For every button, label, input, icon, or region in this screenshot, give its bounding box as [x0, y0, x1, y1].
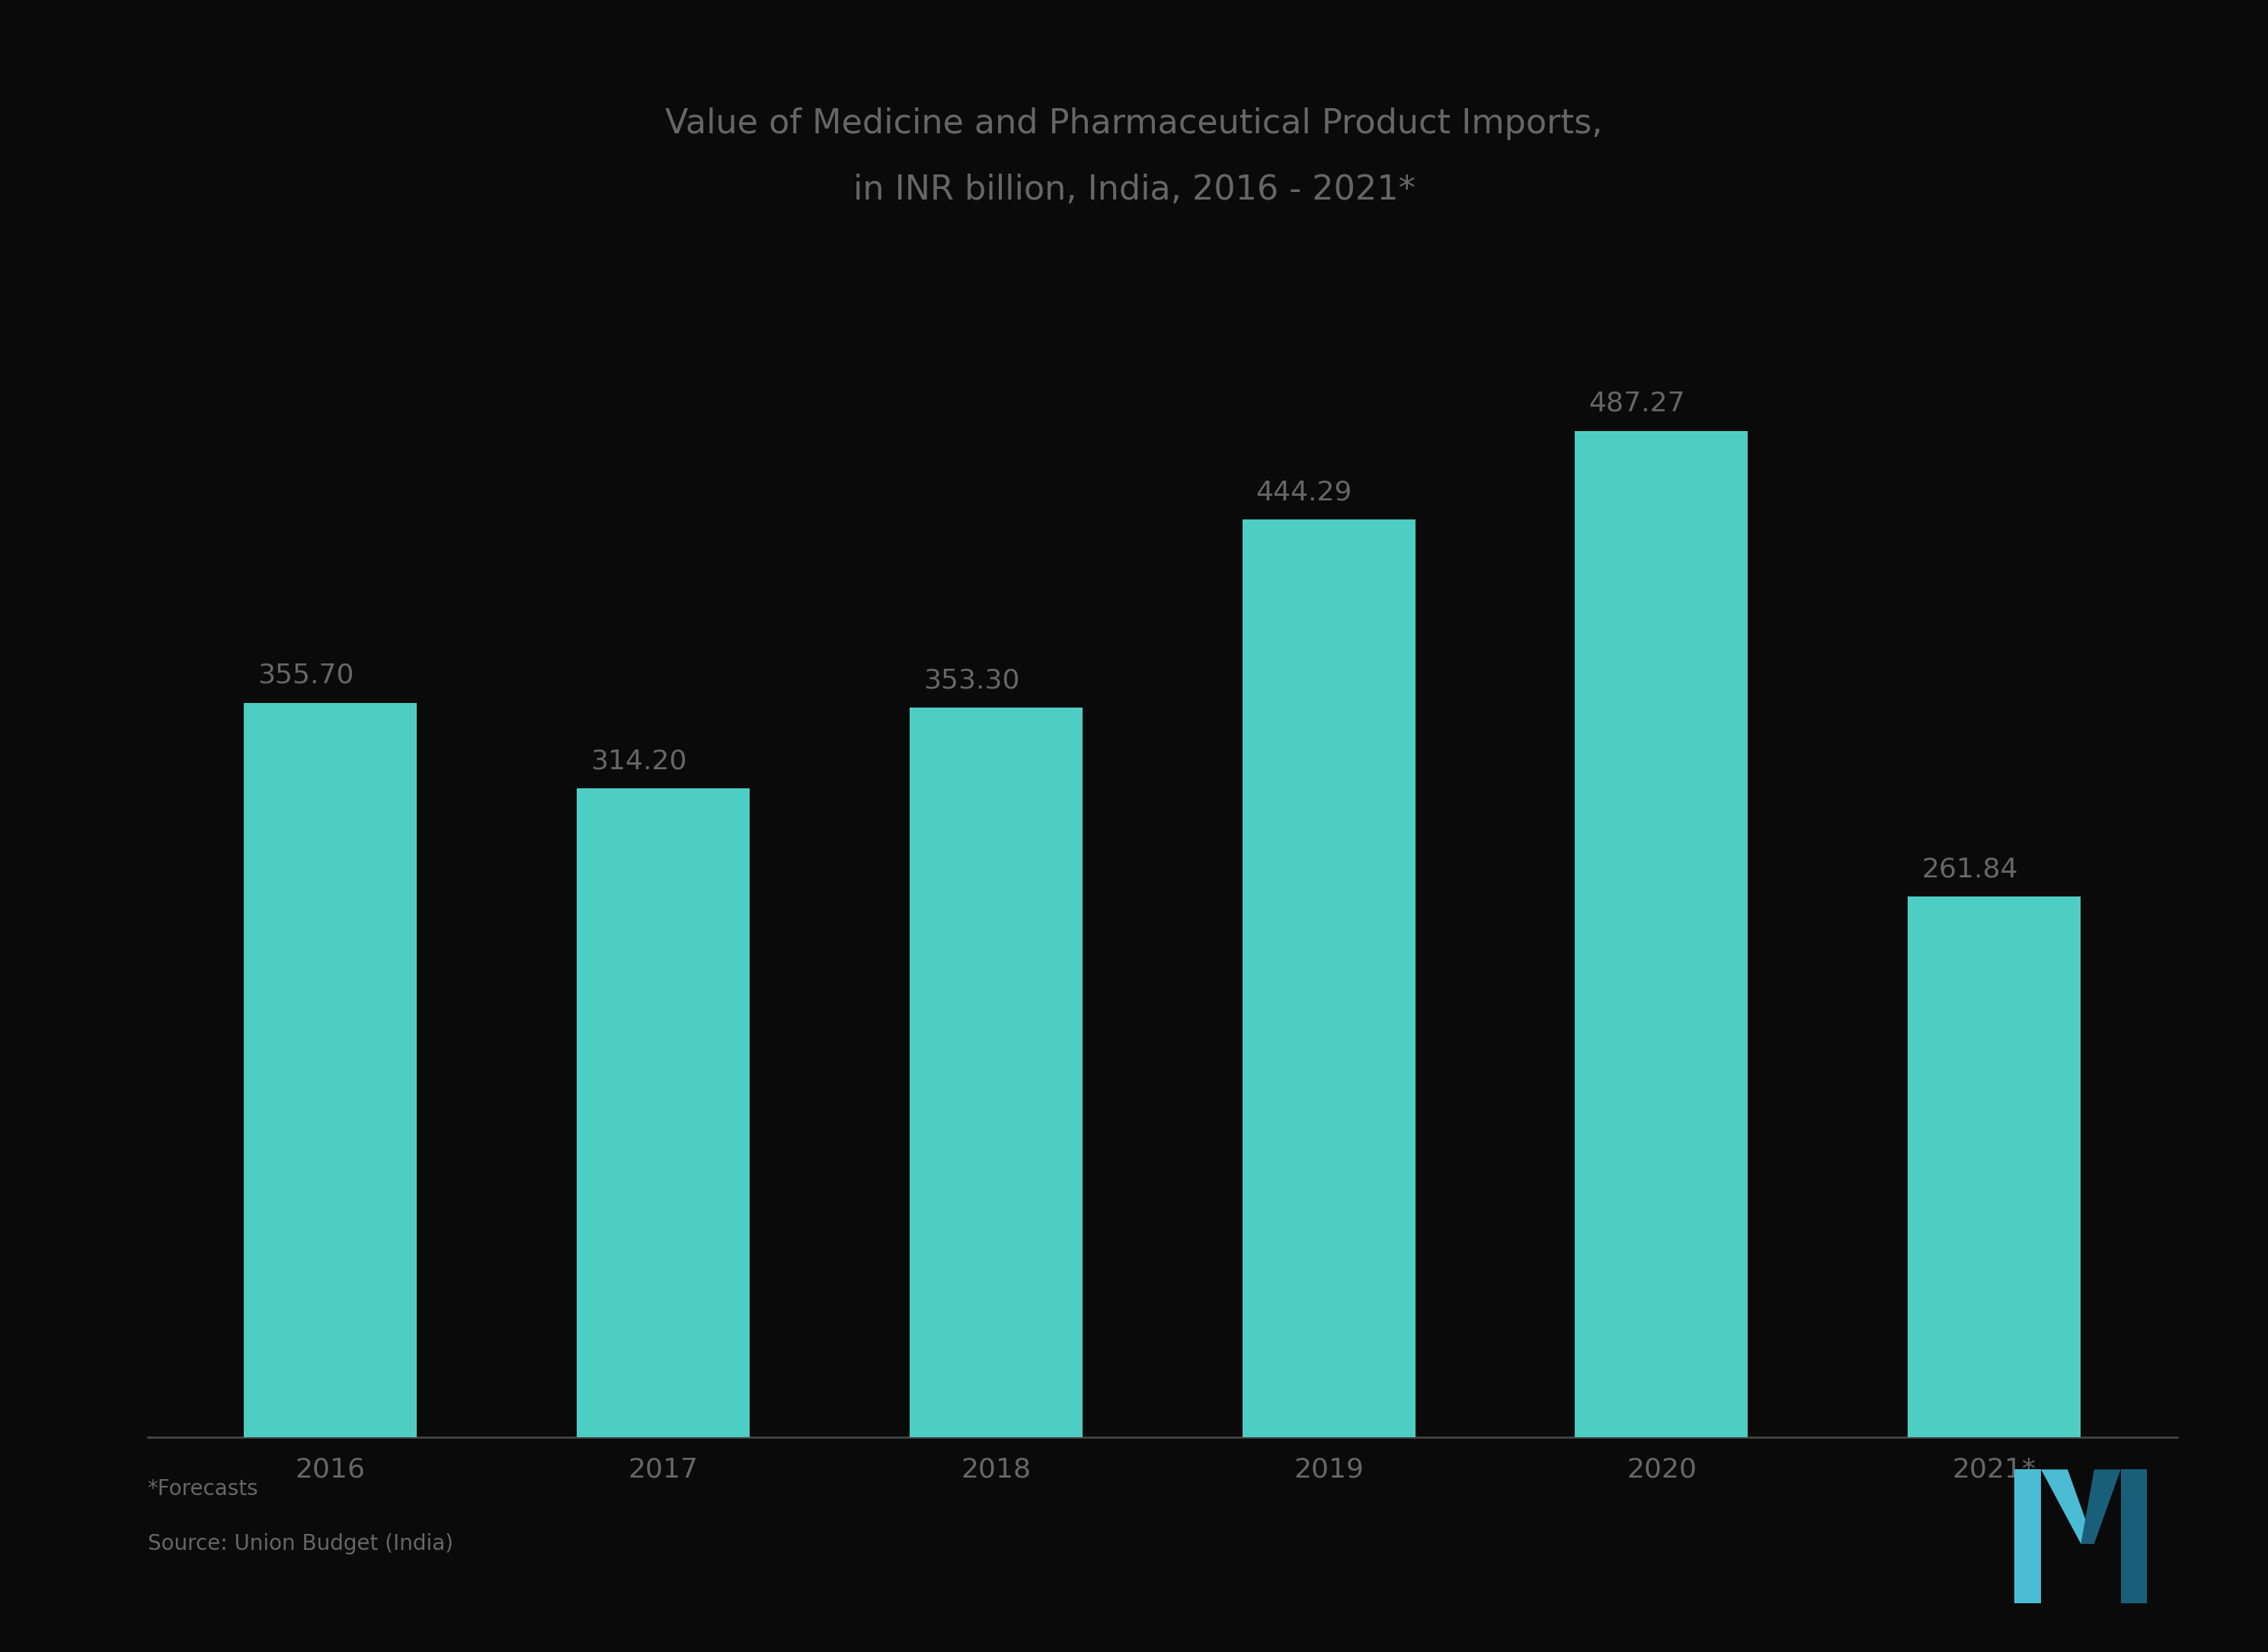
Polygon shape	[2082, 1470, 2121, 1543]
Text: 353.30: 353.30	[923, 667, 1021, 694]
Text: *Forecasts: *Forecasts	[147, 1479, 259, 1500]
Text: 444.29: 444.29	[1256, 479, 1352, 506]
Bar	[576, 788, 751, 1437]
Text: Source: Union Budget (India): Source: Union Budget (India)	[147, 1533, 454, 1555]
Bar	[1243, 520, 1415, 1437]
Bar	[1907, 897, 2080, 1437]
Text: 261.84: 261.84	[1921, 856, 2019, 882]
Polygon shape	[2121, 1470, 2148, 1602]
Polygon shape	[2014, 1470, 2041, 1602]
Bar	[909, 707, 1082, 1437]
Text: Value of Medicine and Pharmaceutical Product Imports,: Value of Medicine and Pharmaceutical Pro…	[665, 107, 1603, 140]
Text: in INR billion, India, 2016 - 2021*: in INR billion, India, 2016 - 2021*	[853, 173, 1415, 206]
Bar	[1574, 431, 1749, 1437]
Text: 487.27: 487.27	[1590, 390, 1685, 416]
Polygon shape	[2041, 1470, 2093, 1543]
Text: 314.20: 314.20	[590, 748, 687, 773]
Text: 355.70: 355.70	[259, 662, 354, 689]
Bar	[245, 702, 417, 1437]
